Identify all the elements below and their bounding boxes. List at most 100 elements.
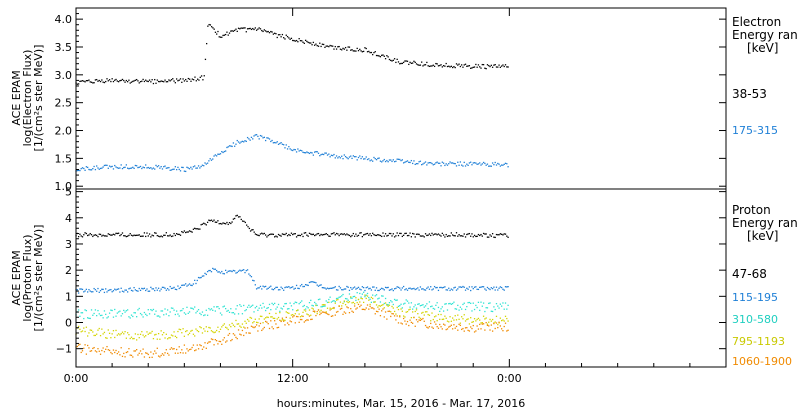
data-point: [81, 236, 84, 238]
data-point: [183, 80, 186, 82]
data-point: [264, 30, 267, 32]
data-point: [347, 46, 349, 48]
data-point: [423, 306, 425, 308]
data-point: [498, 321, 500, 323]
data-point: [137, 354, 139, 356]
data-point: [133, 286, 135, 289]
data-point: [222, 272, 224, 275]
data-point: [169, 169, 171, 171]
data-point: [195, 167, 197, 169]
data-point: [346, 300, 348, 303]
data-point: [424, 64, 427, 66]
data-point: [182, 308, 184, 310]
data-point: [422, 65, 424, 67]
data-point: [125, 310, 127, 312]
data-point: [362, 50, 365, 53]
data-point: [419, 319, 422, 322]
data-point: [470, 289, 472, 292]
data-point: [102, 333, 104, 335]
data-point: [163, 331, 165, 334]
data-point: [485, 321, 487, 324]
data-point: [243, 220, 245, 223]
data-point: [503, 163, 505, 165]
data-point: [87, 166, 89, 169]
data-point: [504, 315, 507, 317]
data-point: [285, 311, 287, 313]
data-point: [289, 302, 291, 304]
data-point: [468, 330, 471, 332]
data-point: [200, 224, 202, 226]
data-point: [286, 35, 289, 38]
data-point: [439, 162, 441, 164]
data-point: [311, 304, 313, 307]
data-point: [107, 233, 109, 235]
data-point: [175, 348, 178, 351]
data-point: [218, 271, 220, 273]
data-point: [440, 308, 442, 310]
data-point: [190, 284, 192, 286]
data-point: [221, 343, 223, 345]
data-point: [174, 166, 177, 168]
data-point: [387, 56, 389, 58]
data-point: [235, 336, 237, 339]
data-point: [172, 235, 174, 237]
data-point: [485, 233, 487, 235]
data-point: [435, 304, 437, 306]
data-point: [334, 300, 336, 303]
data-point: [468, 301, 471, 304]
data-point: [503, 325, 505, 328]
data-point: [213, 28, 215, 30]
data-point: [448, 65, 450, 67]
data-point: [147, 166, 149, 169]
data-point: [183, 335, 186, 337]
data-point: [280, 320, 282, 323]
data-point: [497, 234, 499, 236]
data-point: [500, 233, 503, 235]
data-point: [156, 234, 158, 237]
data-point: [98, 350, 100, 352]
data-point: [442, 162, 445, 164]
data-point: [435, 323, 437, 325]
data-point: [404, 289, 406, 291]
data-point: [369, 233, 371, 235]
data-point: [344, 312, 347, 314]
data-point: [214, 154, 216, 156]
data-point: [188, 311, 191, 313]
data-point: [235, 28, 237, 30]
data-point: [449, 235, 451, 237]
data-point: [274, 320, 276, 322]
data-point: [333, 286, 335, 289]
legend-label-38-53: 38-53: [732, 87, 767, 101]
data-point: [306, 284, 308, 286]
data-point: [249, 230, 252, 232]
data-point: [427, 307, 429, 310]
data-point: [87, 291, 89, 293]
data-point: [274, 236, 276, 238]
data-point: [172, 78, 174, 80]
data-point: [223, 150, 226, 153]
data-point: [219, 36, 222, 38]
data-point: [292, 233, 294, 236]
data-point: [252, 27, 254, 30]
legend-label-795-1193: 795-1193: [732, 335, 785, 348]
data-point: [406, 320, 409, 323]
data-point: [89, 329, 91, 331]
data-point: [493, 306, 495, 308]
data-point: [319, 42, 321, 44]
data-point: [325, 311, 327, 313]
data-point: [219, 153, 222, 155]
data-point: [418, 64, 420, 66]
data-point: [338, 296, 340, 298]
data-point: [467, 329, 469, 332]
data-point: [284, 147, 286, 149]
data-point: [417, 287, 419, 289]
data-point: [270, 140, 272, 143]
data-point: [204, 314, 206, 316]
data-point: [422, 163, 424, 165]
data-point: [388, 289, 391, 291]
data-point: [112, 349, 115, 351]
data-point: [178, 233, 180, 236]
data-point: [307, 284, 309, 287]
data-point: [215, 306, 218, 308]
data-point: [495, 302, 498, 305]
